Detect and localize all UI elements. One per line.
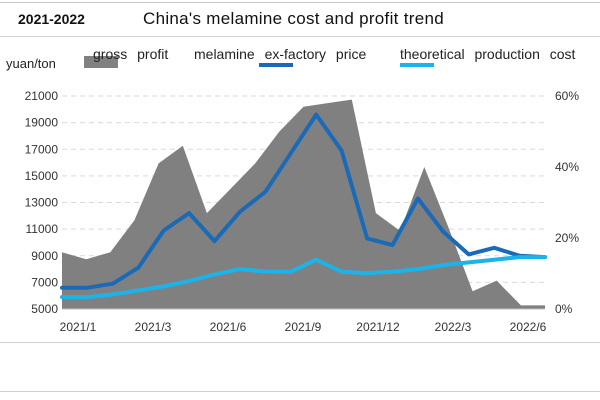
chart-subtitle: 2021-2022 — [18, 11, 85, 27]
left-axis-label: yuan/ton — [6, 56, 56, 71]
chart-title: China's melamine cost and profit trend — [143, 9, 444, 28]
y-tick-label: 21000 — [25, 89, 59, 103]
legend-production-cost-label: theoretical production cost — [400, 46, 576, 62]
y-tick-label: 17000 — [25, 142, 59, 156]
melamine-price-line — [60, 112, 547, 290]
legend-melamine-price-swatch — [259, 63, 293, 67]
x-tick-label: 2022/6 — [510, 320, 547, 334]
y-tick-label: 13000 — [25, 196, 59, 210]
production-cost-line — [60, 255, 547, 299]
y2-tick-label: 60% — [555, 89, 579, 103]
y-tick-label: 7000 — [31, 275, 58, 289]
x-tick-label: 2021/12 — [356, 320, 400, 334]
y-tick-label: 15000 — [25, 169, 59, 183]
y2-tick-label: 20% — [555, 231, 579, 245]
y-tick-label: 11000 — [26, 222, 59, 236]
y2-tick-label: 0% — [555, 302, 573, 316]
x-tick-label: 2021/9 — [285, 320, 322, 334]
bottom-divider — [0, 342, 600, 343]
y2-tick-label: 40% — [555, 160, 579, 174]
gross-profit-area — [62, 99, 545, 309]
legend-production-cost-swatch — [400, 63, 434, 67]
y-tick-label: 19000 — [25, 116, 59, 130]
x-tick-label: 2021/6 — [210, 320, 247, 334]
legend-gross-profit-label: gross profit — [93, 46, 169, 62]
x-tick-label: 2021/3 — [135, 320, 172, 334]
legend-gross-profit-swatch — [84, 56, 118, 68]
title-divider — [0, 36, 600, 37]
legend-melamine-price-label: melamine ex-factory price — [194, 46, 367, 62]
top-divider — [0, 2, 600, 3]
footer-divider — [0, 391, 600, 392]
y-tick-label: 9000 — [31, 249, 58, 263]
x-tick-label: 2022/3 — [435, 320, 472, 334]
x-tick-label: 2021/1 — [60, 320, 97, 334]
y-tick-label: 5000 — [31, 302, 58, 316]
